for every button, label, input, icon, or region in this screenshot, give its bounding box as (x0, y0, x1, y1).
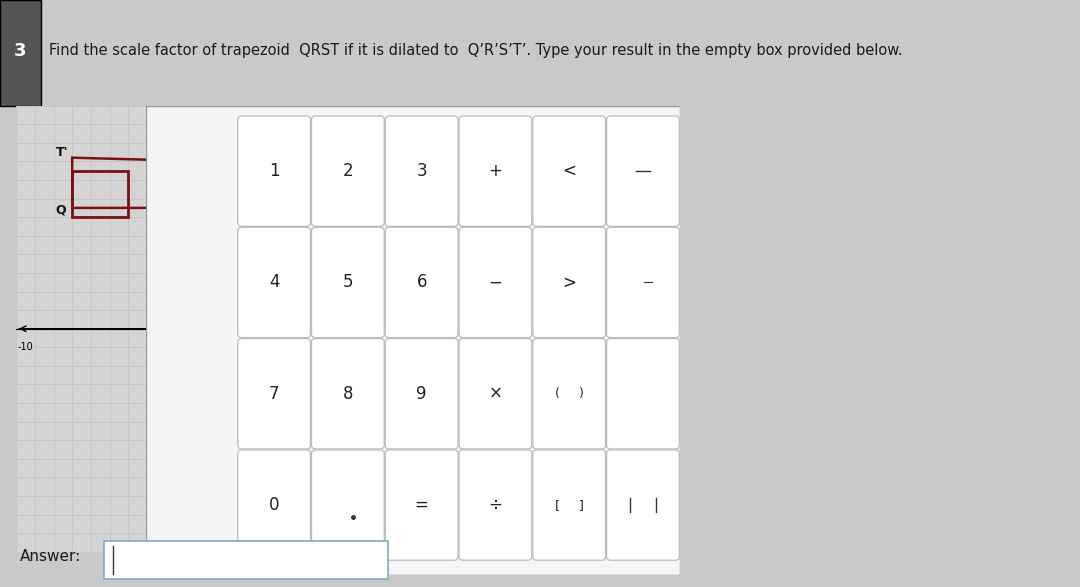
Text: 3: 3 (417, 162, 427, 180)
Text: -10: -10 (247, 524, 264, 534)
FancyBboxPatch shape (311, 116, 384, 227)
FancyBboxPatch shape (607, 339, 679, 449)
FancyBboxPatch shape (386, 116, 458, 227)
FancyBboxPatch shape (607, 116, 679, 227)
Text: 3: 3 (14, 42, 27, 60)
FancyBboxPatch shape (607, 227, 679, 338)
Text: T': T' (55, 146, 68, 159)
FancyBboxPatch shape (459, 116, 531, 227)
Text: <: < (563, 162, 577, 180)
FancyBboxPatch shape (532, 450, 606, 560)
Text: 1: 1 (269, 162, 280, 180)
FancyBboxPatch shape (386, 227, 458, 338)
FancyBboxPatch shape (459, 339, 531, 449)
Text: +: + (488, 162, 502, 180)
FancyBboxPatch shape (532, 116, 606, 227)
Text: ×: × (488, 384, 502, 403)
Text: 7: 7 (269, 384, 280, 403)
FancyBboxPatch shape (146, 106, 680, 575)
Text: 2: 2 (342, 162, 353, 180)
Text: 9: 9 (417, 384, 427, 403)
Text: =: = (415, 496, 429, 514)
FancyBboxPatch shape (105, 541, 388, 579)
FancyBboxPatch shape (532, 227, 606, 338)
Text: >: > (563, 274, 577, 292)
FancyBboxPatch shape (386, 339, 458, 449)
Text: 6: 6 (417, 274, 427, 292)
Text: 0: 0 (269, 496, 280, 514)
Text: ]: ] (579, 498, 584, 511)
Text: ÷: ÷ (488, 496, 502, 514)
FancyBboxPatch shape (238, 450, 310, 560)
FancyBboxPatch shape (459, 450, 531, 560)
Text: −: − (488, 274, 502, 292)
FancyBboxPatch shape (459, 227, 531, 338)
FancyBboxPatch shape (0, 0, 41, 106)
Text: y: y (242, 110, 249, 123)
FancyBboxPatch shape (311, 450, 384, 560)
Text: ): ) (579, 387, 584, 400)
Text: [: [ (554, 498, 559, 511)
FancyBboxPatch shape (311, 339, 384, 449)
Text: Find the scale factor of trapezoid  QRST if it is dilated to  Q’R’S’T’. Type you: Find the scale factor of trapezoid QRST … (49, 43, 902, 58)
FancyBboxPatch shape (311, 227, 384, 338)
Text: 8: 8 (342, 384, 353, 403)
Text: (: ( (554, 387, 559, 400)
Text: S': S' (429, 155, 442, 168)
Text: -10: -10 (17, 342, 33, 352)
FancyBboxPatch shape (238, 227, 310, 338)
Text: Q: Q (55, 204, 66, 217)
FancyBboxPatch shape (386, 450, 458, 560)
FancyBboxPatch shape (238, 339, 310, 449)
FancyBboxPatch shape (532, 339, 606, 449)
FancyBboxPatch shape (238, 116, 310, 227)
Text: 5: 5 (342, 274, 353, 292)
Text: 4: 4 (269, 274, 280, 292)
Text: Answer:: Answer: (21, 549, 82, 564)
Text: 10: 10 (254, 132, 266, 142)
FancyBboxPatch shape (607, 450, 679, 560)
